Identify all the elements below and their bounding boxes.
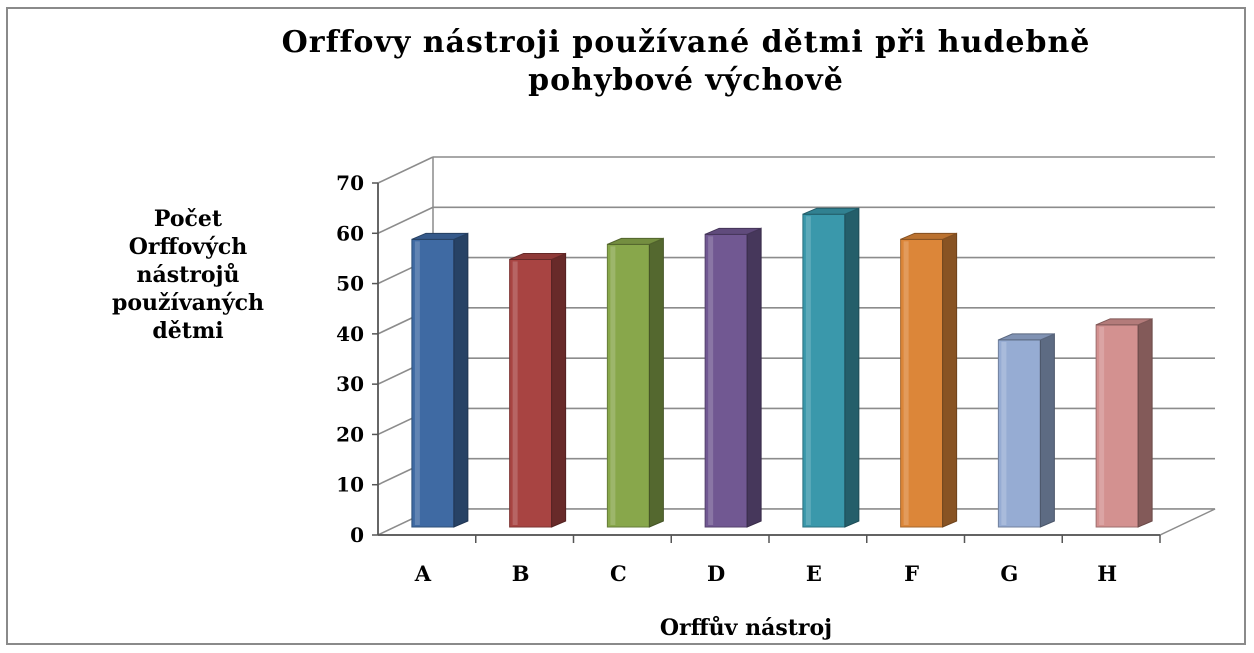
axes bbox=[372, 157, 1216, 543]
y-tick-label: 60 bbox=[336, 221, 364, 245]
y-axis-title-line-2: Orffových bbox=[129, 234, 247, 260]
plot-floor bbox=[377, 508, 1216, 536]
bar-A bbox=[411, 232, 469, 528]
bar-side-E bbox=[844, 207, 860, 528]
y-axis-title-line-3: nástrojů bbox=[136, 262, 239, 288]
bar-front-C bbox=[606, 243, 650, 528]
bar-top-G bbox=[998, 333, 1055, 341]
x-tick-label: H bbox=[1097, 561, 1117, 586]
bar-side-F bbox=[942, 232, 958, 528]
x-tick-label: G bbox=[1000, 561, 1018, 586]
x-tick-label: F bbox=[904, 561, 919, 586]
bar-top-E bbox=[802, 207, 860, 215]
bar-front-D bbox=[704, 233, 748, 528]
bar-side-H bbox=[1137, 318, 1153, 528]
x-tick-label: E bbox=[806, 561, 822, 586]
bar-highlight-C bbox=[610, 246, 616, 525]
bar-front-G bbox=[997, 339, 1041, 528]
bar-C bbox=[606, 237, 664, 528]
y-tick-label: 40 bbox=[336, 322, 364, 346]
bar-highlight-H bbox=[1099, 326, 1105, 525]
y-tick-label: 30 bbox=[336, 372, 364, 396]
bar-highlight-D bbox=[708, 236, 714, 526]
bar-top-B bbox=[509, 252, 566, 260]
x-tick-label: D bbox=[707, 561, 725, 586]
y-axis-title-line-5: dětmi bbox=[152, 318, 223, 344]
x-tick-label: A bbox=[414, 561, 432, 586]
bar-top-F bbox=[900, 232, 957, 240]
x-tick-labels: A B C D E F G H bbox=[414, 561, 1117, 586]
bar-H bbox=[1095, 318, 1153, 528]
bar-F bbox=[900, 232, 958, 528]
y-axis-title-line-4: používaných bbox=[112, 290, 264, 316]
bar-side-G bbox=[1039, 333, 1055, 528]
y-tick-label: 0 bbox=[350, 523, 364, 547]
bar-side-C bbox=[648, 237, 664, 528]
y-tick-labels: 0 10 20 30 40 50 60 70 bbox=[336, 171, 364, 547]
bar-highlight-G bbox=[1001, 341, 1007, 525]
bar-front-E bbox=[802, 213, 846, 528]
gridline-side-60 bbox=[377, 206, 434, 235]
bar-side-B bbox=[551, 252, 567, 528]
y-axis-title: Počet Orffových nástrojů používaných dět… bbox=[112, 206, 264, 344]
x-tick-label: C bbox=[610, 561, 627, 586]
y-tick-label: 20 bbox=[336, 422, 364, 446]
y-tick-label: 50 bbox=[336, 272, 364, 296]
bar-top-H bbox=[1095, 318, 1153, 326]
bar-top-A bbox=[411, 232, 469, 240]
bar-highlight-B bbox=[512, 261, 518, 525]
bar-front-H bbox=[1095, 324, 1139, 528]
chart-title-line-2: pohybové výchově bbox=[528, 63, 844, 98]
bar-highlight-F bbox=[903, 241, 909, 526]
bar-top-C bbox=[607, 237, 664, 245]
bars bbox=[411, 207, 1153, 528]
bar-side-A bbox=[453, 232, 469, 528]
bar-D bbox=[704, 227, 762, 528]
bar-top-D bbox=[704, 227, 762, 235]
chart-title-line-1: Orffovy nástroji používané dětmi při hud… bbox=[282, 25, 1091, 60]
x-tick-label: B bbox=[512, 561, 530, 586]
y-axis-title-line-1: Počet bbox=[154, 206, 223, 232]
chart-title: Orffovy nástroji používané dětmi při hud… bbox=[282, 25, 1091, 98]
bar-B bbox=[509, 252, 567, 528]
bar-highlight-A bbox=[414, 241, 420, 526]
bar-side-D bbox=[746, 227, 762, 528]
chart-frame bbox=[6, 7, 1246, 645]
x-axis-title: Orffův nástroj bbox=[660, 615, 832, 641]
bar-highlight-E bbox=[805, 216, 811, 525]
bar-G bbox=[997, 333, 1055, 528]
y-tick-label: 10 bbox=[336, 473, 364, 497]
gridline-side-70 bbox=[377, 156, 434, 184]
y-tick-label: 70 bbox=[336, 171, 364, 195]
bar-E bbox=[802, 207, 860, 528]
gridlines bbox=[377, 156, 1215, 536]
bar-front-F bbox=[900, 238, 944, 528]
